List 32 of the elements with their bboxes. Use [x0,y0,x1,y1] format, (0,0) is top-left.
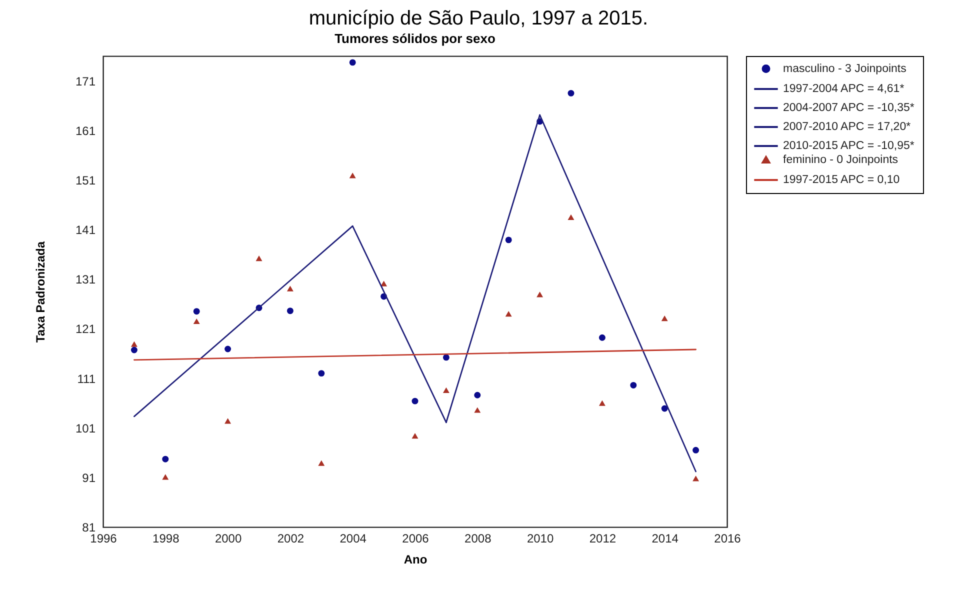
x-tick-label: 2010 [526,532,554,546]
legend-label: feminino - 0 Joinpoints [783,154,898,166]
x-tick-label: 2014 [652,532,679,546]
x-tick-label: 2002 [277,532,304,546]
legend-label: 2010-2015 APC = -10,95* [783,140,915,152]
y-tick-label: 111 [77,372,96,386]
y-tick-label: 91 [82,470,96,485]
legend-label: 2004-2007 APC = -10,35* [783,102,915,114]
x-tick-label: 2006 [402,532,430,546]
x-tick-label: 2008 [464,532,492,546]
y-tick-label: 81 [82,520,96,534]
legend-label: 2007-2010 APC = 17,20* [783,121,912,133]
x-tick-label: 1996 [90,532,118,546]
y-tick-label: 131 [75,272,96,287]
y-tick-label: 151 [75,173,96,188]
y-tick-label: 171 [75,74,96,88]
chart-title: Tumores sólidos por sexo [334,31,496,46]
y-tick-label: 121 [75,322,96,336]
x-tick-label: 1998 [152,532,180,546]
y-tick-label: 161 [75,124,96,138]
legend-label: 1997-2015 APC = 0,10 [783,174,900,186]
x-tick-label: 2016 [714,532,742,546]
y-tick-label: 141 [75,223,96,238]
legend-label: 1997-2004 APC = 4,61* [783,83,905,95]
x-tick-label: 2012 [589,532,616,546]
x-tick-label: 2004 [340,532,367,546]
x-axis-title: Ano [404,552,428,566]
text: município de São Paulo, 1997 a 2015. [308,7,648,30]
y-tick-label: 101 [75,421,96,436]
x-tick-label: 2000 [214,532,242,546]
legend-label: masculino - 3 Joinpoints [783,62,907,75]
y-axis-title: Taxa Padronizada [33,241,48,343]
